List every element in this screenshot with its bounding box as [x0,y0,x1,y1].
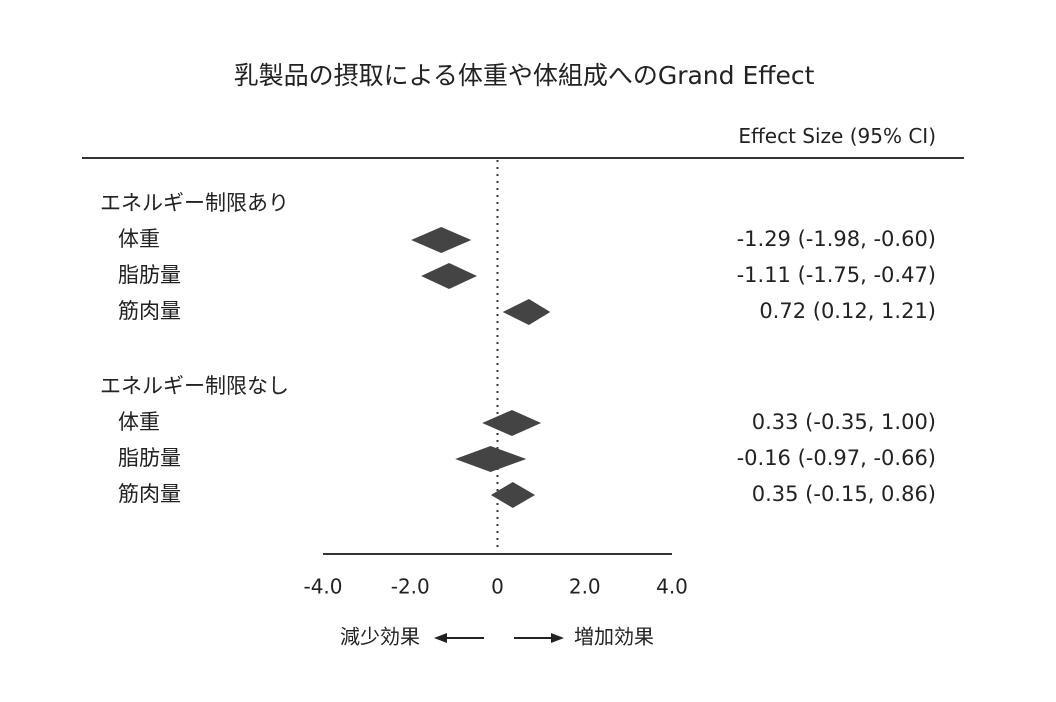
column-header: Effect Size (95% CI) [738,124,936,148]
row-label: 脂肪量 [118,446,181,470]
row-label: 筋肉量 [118,299,181,323]
forest-row: 体重 0.33 (-0.35, 1.00) [118,410,936,436]
ci-label: 0.35 (-0.15, 0.86) [752,482,936,506]
x-tick-label: -2.0 [391,575,430,599]
ci-label: -1.11 (-1.75, -0.47) [737,263,936,287]
x-tick-label: 4.0 [656,575,688,599]
ci-label: 0.33 (-0.35, 1.00) [752,410,936,434]
forest-row: 脂肪量 -0.16 (-0.97, -0.66) [118,446,936,472]
row-label: 体重 [118,227,160,251]
x-tick-label: -4.0 [303,575,342,599]
effect-diamond [482,410,542,436]
forest-row: 脂肪量 -1.11 (-1.75, -0.47) [118,263,936,289]
row-label: 脂肪量 [118,263,181,287]
ci-label: -1.29 (-1.98, -0.60) [737,227,936,251]
row-label: 体重 [118,410,160,434]
ci-label: -0.16 (-0.97, -0.66) [737,446,936,470]
left-arrow-icon [434,633,447,643]
group-label: エネルギー制限あり [100,191,289,215]
chart-title: 乳製品の摂取による体重や体組成へのGrand Effect [234,61,815,90]
effect-diamond [421,263,477,289]
forest-row: 筋肉量 0.35 (-0.15, 0.86) [118,482,936,508]
forest-row: 体重 -1.29 (-1.98, -0.60) [118,227,936,253]
right-arrow-icon [551,633,564,643]
row-label: 筋肉量 [118,482,181,506]
x-tick-label: 0 [491,575,504,599]
effect-diamond [502,299,551,325]
direction-legend: 減少効果 増加効果 [340,625,654,649]
group-label: エネルギー制限なし [100,374,289,398]
left-effect-label: 減少効果 [340,625,420,649]
x-tick-label: 2.0 [569,575,601,599]
x-axis: -4.0 -2.0 0 2.0 4.0 [303,553,688,599]
effect-diamond [411,227,472,253]
forest-row: 筋肉量 0.72 (0.12, 1.21) [118,299,936,325]
effect-diamond [455,446,527,472]
ci-label: 0.72 (0.12, 1.21) [759,299,936,323]
effect-diamond [490,482,536,508]
right-effect-label: 増加効果 [574,625,654,649]
